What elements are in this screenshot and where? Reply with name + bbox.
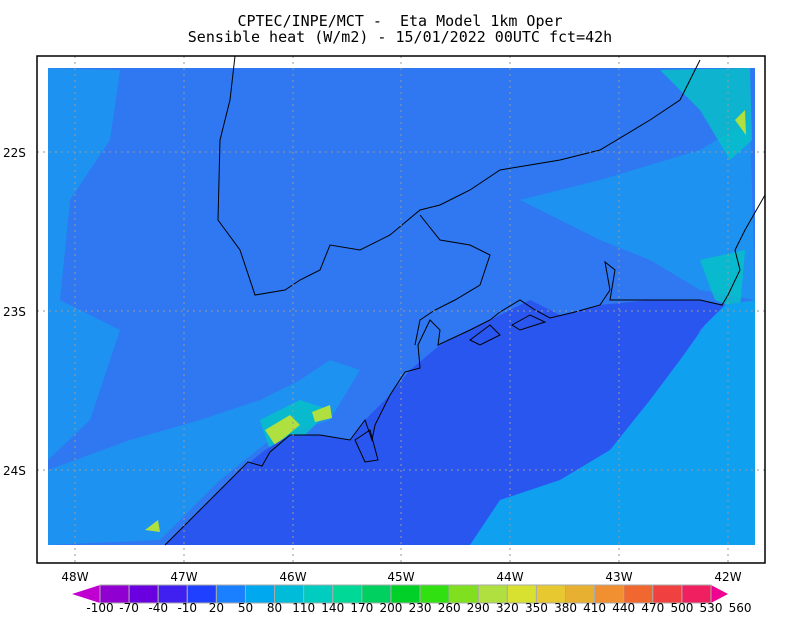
colorbar-label: 200	[379, 601, 402, 615]
colorbar-label: 230	[409, 601, 432, 615]
map-frame	[36, 55, 766, 564]
lon-tick: 48W	[61, 570, 88, 584]
lon-tick: 42W	[714, 570, 741, 584]
ocean-field-far	[470, 300, 755, 545]
longitude-tick-labels: 48W 47W 46W 45W 44W 43W 42W	[61, 570, 741, 584]
field-hotspot	[145, 110, 746, 532]
gridlines	[37, 56, 765, 563]
colorbar-label: 50	[238, 601, 253, 615]
coastline	[164, 194, 765, 546]
colorbar-label: 140	[321, 601, 344, 615]
state-border-mg-sp	[217, 56, 701, 296]
title-line-1: CPTEC/INPE/MCT - Eta Model 1km Oper	[237, 12, 563, 30]
colorbar-label: 470	[641, 601, 664, 615]
colorbar-label: -10	[177, 601, 197, 615]
field-region-lighter	[48, 68, 755, 545]
colorbar-swatch	[681, 584, 712, 604]
colorbar-label: 20	[209, 601, 224, 615]
colorbar-label: 380	[554, 601, 577, 615]
colorbar-label: 110	[292, 601, 315, 615]
islands	[354, 314, 547, 463]
lat-tick: 23S	[3, 305, 26, 319]
lon-tick: 46W	[279, 570, 306, 584]
colorbar-label: 410	[583, 601, 606, 615]
state-border-sp-rj	[414, 214, 491, 346]
colorbar-label: -70	[119, 601, 139, 615]
colorbar-label: 350	[525, 601, 548, 615]
colorbar-label: 440	[612, 601, 635, 615]
colorbar: -100 -70 -40 -10 20 50 80 110 140 170 200 230 260 290…	[72, 584, 752, 615]
colorbar-label: 260	[438, 601, 461, 615]
colorbar-label: 530	[700, 601, 723, 615]
lon-tick: 47W	[170, 570, 197, 584]
sensible-heat-field	[48, 68, 755, 545]
colorbar-label: -100	[86, 601, 113, 615]
lon-tick: 44W	[496, 570, 523, 584]
lon-tick: 43W	[605, 570, 632, 584]
colorbar-under-triangle	[72, 585, 100, 603]
colorbar-label: 290	[467, 601, 490, 615]
colorbar-label: 560	[729, 601, 752, 615]
title-line-2: Sensible heat (W/m2) - 15/01/2022 00UTC …	[187, 28, 613, 46]
colorbar-label: 80	[267, 601, 282, 615]
colorbar-over-triangle	[711, 585, 728, 603]
colorbar-label: 170	[350, 601, 373, 615]
lat-tick: 22S	[3, 146, 26, 160]
latitude-tick-labels: 22S 23S 24S	[3, 146, 26, 478]
colorbar-label: 500	[670, 601, 693, 615]
colorbar-label: -40	[148, 601, 168, 615]
ocean-field-near	[165, 300, 725, 545]
colorbar-label: 320	[496, 601, 519, 615]
lat-tick: 24S	[3, 464, 26, 478]
lon-tick: 45W	[387, 570, 414, 584]
field-region-warm	[260, 68, 752, 450]
boundaries	[164, 56, 765, 546]
